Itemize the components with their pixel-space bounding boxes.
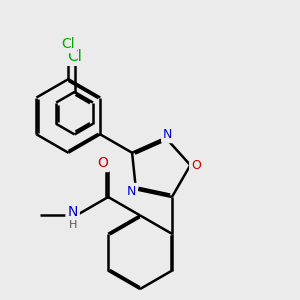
Text: N: N: [127, 185, 136, 198]
Text: N: N: [163, 128, 172, 141]
Text: H: H: [68, 220, 77, 230]
Text: Cl: Cl: [67, 49, 82, 64]
Text: O: O: [97, 156, 108, 170]
Text: Cl: Cl: [61, 37, 75, 51]
Text: O: O: [191, 159, 201, 172]
Text: N: N: [68, 206, 78, 220]
